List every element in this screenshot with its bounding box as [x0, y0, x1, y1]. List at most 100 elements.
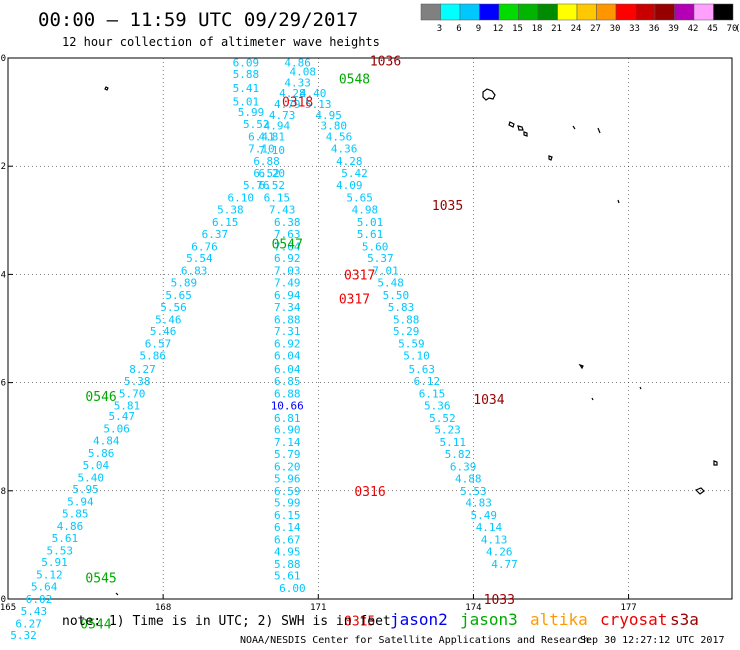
wave-height-label: 4.14 — [476, 521, 503, 534]
wave-height-label: 5.47 — [109, 410, 136, 423]
credit-line: NOAA/NESDIS Center for Satellite Applica… — [240, 635, 589, 646]
wave-height-label: 4.86 — [57, 520, 84, 533]
wave-height-label: 4.36 — [331, 142, 358, 155]
scale-label: 9 — [476, 24, 481, 34]
island-shape — [597, 127, 601, 134]
wave-height-label: 6.88 — [274, 387, 301, 400]
pass-time-label: 1036 — [370, 55, 401, 70]
wave-height-label: 4.28 — [279, 87, 306, 100]
wave-height-label: 6.57 — [145, 338, 172, 351]
wave-height-label: 5.52 — [243, 118, 270, 131]
color-swatch — [420, 3, 441, 21]
wave-height-values: 6.095.885.415.015.995.526.417.106.886.52… — [10, 56, 517, 642]
wave-height-label: 6.90 — [274, 424, 301, 437]
wave-height-label: 6.37 — [202, 228, 229, 241]
wave-height-label: 4.40 — [300, 87, 327, 100]
island-shape — [482, 88, 496, 101]
pass-time-label: 0317 — [339, 293, 370, 308]
wave-height-label: 7.49 — [274, 277, 301, 290]
pass-time-label: 1033 — [484, 593, 515, 608]
pass-time-label: 0318 — [282, 95, 313, 110]
wave-height-label: 4.28 — [336, 155, 363, 168]
wave-height-label: 5.46 — [155, 313, 182, 326]
wave-height-label: 6.27 — [15, 617, 42, 630]
x-tick-label: 174 — [465, 603, 481, 613]
wave-height-label: 6.09 — [233, 56, 260, 69]
wave-height-label: 4.13 — [481, 533, 508, 546]
wave-height-label: 6.04 — [274, 350, 301, 363]
wave-height-label: 5.53 — [460, 485, 487, 498]
pass-time-label: 0548 — [339, 73, 370, 88]
wave-height-label: 6.81 — [274, 412, 301, 425]
color-swatch — [596, 3, 617, 21]
wave-height-label: 4.26 — [486, 545, 513, 558]
scale-label: 27 — [590, 24, 601, 34]
wave-height-label: 6.04 — [274, 363, 301, 376]
wave-height-label: 7.01 — [372, 265, 399, 278]
wave-height-label: 5.36 — [424, 399, 451, 412]
axis-ticks: 165 168 171 174 177 0 -2 -4 -6 -8 -10 — [0, 54, 637, 613]
map-title: 00:00 – 11:59 UTC 09/29/2017 — [38, 9, 358, 31]
wave-height-label: 5.32 — [10, 629, 37, 642]
wave-height-label: 5.06 — [103, 423, 130, 436]
scale-label: 3 — [437, 24, 442, 34]
wave-height-label: 5.11 — [439, 436, 466, 449]
wave-height-label: 4.86 — [284, 56, 311, 69]
scale-label: 30 — [610, 24, 621, 34]
satellite-name: s3a — [670, 610, 699, 629]
scale-label: 33 — [629, 24, 640, 34]
satellite-name: altika — [530, 610, 588, 629]
wave-height-label: 6.92 — [274, 338, 301, 351]
color-swatch — [557, 3, 578, 21]
satellite-name: jason3 — [460, 610, 518, 629]
wave-height-label: 5.61 — [52, 532, 79, 545]
wave-height-label: 6.85 — [274, 375, 301, 388]
wave-height-label: 5.56 — [160, 301, 187, 314]
color-swatch — [576, 3, 597, 21]
y-tick-label: -6 — [0, 379, 6, 389]
wave-height-label: 4.84 — [93, 434, 120, 447]
wave-height-label: 6.12 — [414, 375, 441, 388]
wave-height-label: 10.66 — [271, 399, 304, 412]
wave-height-label: 7.63 — [274, 228, 301, 241]
pass-time-label: 1035 — [432, 199, 463, 214]
wave-height-label: 6.38 — [274, 216, 301, 229]
pass-time-label: 0545 — [85, 571, 116, 586]
wave-height-label: 6.14 — [274, 521, 301, 534]
wave-height-label: 5.63 — [408, 363, 435, 376]
wave-height-label: 6.52 — [253, 167, 280, 180]
wave-height-label: 5.65 — [346, 192, 373, 205]
wave-height-label: 6.15 — [274, 509, 301, 522]
wave-height-label: 5.61 — [357, 228, 384, 241]
wave-height-label: 6.92 — [274, 252, 301, 265]
wave-height-label: 5.85 — [62, 508, 89, 521]
wave-height-label: 5.13 — [305, 98, 332, 111]
wave-height-label: 5.96 — [274, 472, 301, 485]
island-shape — [578, 363, 584, 370]
wave-height-label: 6.59 — [274, 485, 301, 498]
wave-height-label: 5.86 — [88, 447, 115, 460]
wave-height-label: 4.09 — [336, 179, 363, 192]
scale-label: 42 — [688, 24, 699, 34]
x-tick-label: 165 — [0, 603, 16, 613]
wave-height-label: 7.43 — [269, 203, 296, 216]
wave-height-label: 5.79 — [274, 448, 301, 461]
scale-label: 36 — [649, 24, 660, 34]
wave-height-label: 5.70 — [119, 387, 146, 400]
wave-height-label: 5.40 — [77, 471, 104, 484]
scale-label: 12 — [493, 24, 504, 34]
wave-height-label: 5.04 — [83, 459, 110, 472]
pass-time-label: 1034 — [473, 393, 504, 408]
island-shape — [115, 592, 119, 596]
wave-height-label: 6.39 — [450, 460, 477, 473]
island-shape — [591, 397, 594, 401]
scale-label: (ft) — [735, 24, 740, 34]
wave-height-label: 5.43 — [21, 605, 48, 618]
wave-height-label: 5.61 — [274, 570, 301, 583]
wave-height-label: 4.77 — [491, 558, 518, 571]
color-swatch — [518, 3, 539, 21]
color-swatch — [498, 3, 519, 21]
wave-height-label: 5.29 — [393, 325, 420, 338]
